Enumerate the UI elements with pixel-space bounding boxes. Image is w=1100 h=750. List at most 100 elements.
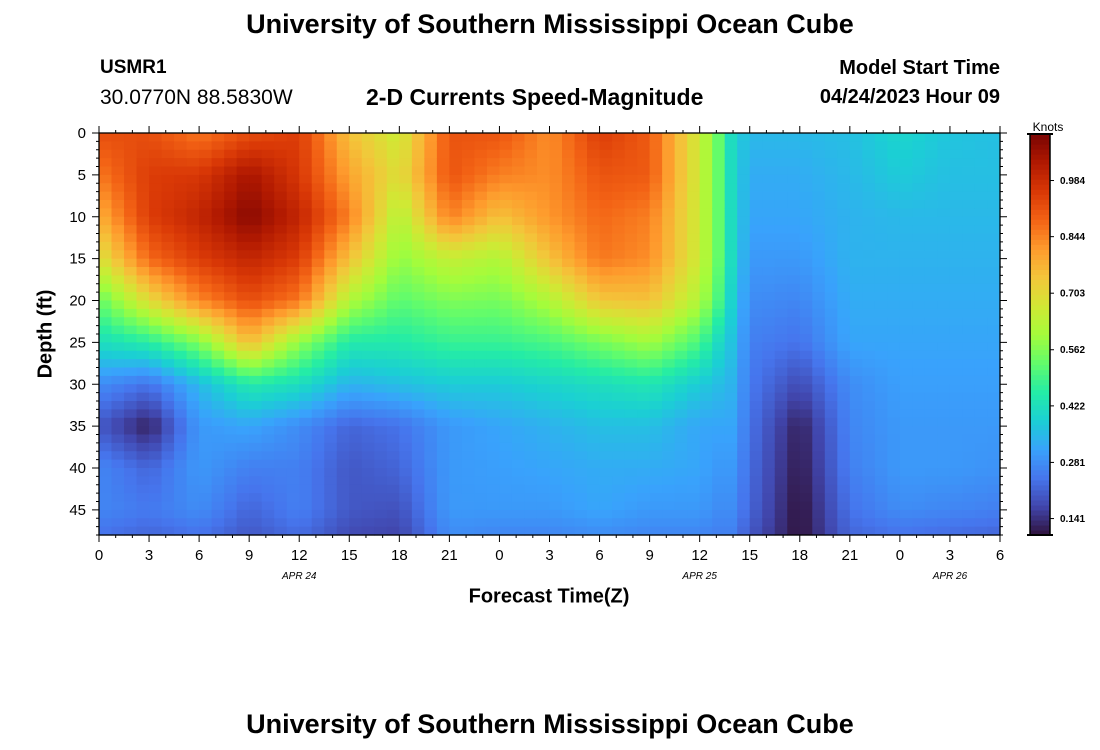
heatmap-cell [737, 258, 751, 268]
heatmap-cell [536, 518, 551, 528]
heatmap-cell [599, 518, 613, 528]
heatmap-cell [374, 216, 388, 226]
heatmap-cell [574, 501, 588, 511]
heatmap-cell [486, 191, 501, 201]
heatmap-cell [274, 200, 288, 209]
heatmap-cell [399, 501, 413, 511]
heatmap-cell [311, 183, 325, 193]
heatmap-cell [749, 459, 763, 469]
colorbar-swatch [1030, 519, 1050, 526]
heatmap-cell [887, 392, 901, 402]
heatmap-cell [587, 300, 601, 310]
heatmap-cell [662, 275, 676, 285]
colorbar-swatch [1030, 514, 1050, 521]
heatmap-cell [974, 292, 989, 302]
heatmap-cell [536, 233, 551, 243]
heatmap-cell [662, 216, 676, 226]
heatmap-cell [449, 434, 463, 444]
heatmap-cell [424, 225, 438, 235]
heatmap-cell [486, 417, 501, 427]
heatmap-cell [849, 208, 863, 218]
heatmap-cell [461, 359, 476, 369]
heatmap-cell [649, 375, 663, 385]
heatmap-cell [887, 216, 901, 226]
heatmap-cell [99, 342, 113, 352]
heatmap-cell [612, 484, 626, 494]
heatmap-cell [199, 258, 213, 268]
heatmap-cell [374, 183, 388, 193]
heatmap-cell [299, 267, 313, 276]
heatmap-cell [899, 417, 913, 427]
heatmap-cell [687, 133, 701, 142]
heatmap-cell [136, 174, 150, 184]
heatmap-cell [261, 442, 275, 452]
y-tick-label: 20 [69, 293, 86, 310]
heatmap-cell [587, 191, 601, 201]
heatmap-cell [99, 174, 113, 184]
heatmap-cell [924, 200, 939, 209]
heatmap-cell [737, 359, 751, 369]
heatmap-cell [924, 342, 939, 352]
heatmap-cell [887, 484, 901, 494]
heatmap-cell [299, 191, 313, 201]
heatmap-cell [824, 359, 838, 369]
heatmap-cell [249, 183, 263, 193]
heatmap-cell [124, 484, 138, 494]
heatmap-cell [849, 174, 863, 184]
heatmap-cell [837, 451, 851, 461]
heatmap-cell [324, 275, 338, 285]
heatmap-cell [862, 133, 876, 142]
heatmap-cell [837, 409, 851, 419]
heatmap-cell [224, 434, 238, 444]
heatmap-cell [161, 442, 175, 452]
heatmap-cell [924, 509, 939, 519]
heatmap-cell [862, 158, 876, 168]
heatmap-cell [812, 359, 826, 369]
heatmap-cell [912, 367, 926, 377]
heatmap-cell [424, 174, 438, 184]
heatmap-cell [737, 451, 751, 461]
heatmap-cell [599, 442, 613, 452]
heatmap-cell [311, 166, 325, 176]
heatmap-cell [236, 258, 250, 268]
heatmap-cell [562, 501, 576, 511]
heatmap-cell [912, 133, 926, 142]
heatmap-cell [436, 434, 450, 444]
heatmap-cell [161, 208, 175, 218]
heatmap-cell [862, 442, 876, 452]
heatmap-cell [449, 359, 463, 369]
heatmap-cell [361, 308, 375, 318]
heatmap-cell [411, 317, 425, 327]
heatmap-cell [211, 149, 225, 159]
heatmap-cell [449, 501, 463, 511]
heatmap-cell [724, 225, 738, 235]
heatmap-cell [562, 225, 576, 235]
heatmap-cell [849, 375, 863, 385]
heatmap-cell [949, 216, 964, 226]
heatmap-cell [286, 149, 300, 159]
heatmap-cell [311, 317, 325, 327]
colorbar-swatch [1030, 234, 1050, 240]
heatmap-cell [687, 158, 701, 168]
heatmap-cell [111, 208, 125, 218]
heatmap-cell [712, 342, 726, 352]
heatmap-cell [937, 267, 951, 276]
heatmap-cell [874, 518, 888, 528]
heatmap-cell [549, 367, 563, 377]
heatmap-cell [724, 317, 738, 327]
heatmap-cell [624, 451, 638, 461]
heatmap-cell [612, 342, 626, 352]
heatmap-cell [174, 334, 188, 343]
heatmap-cell [111, 200, 125, 209]
heatmap-cell [449, 208, 463, 218]
heatmap-cell [949, 359, 964, 369]
heatmap-cell [662, 250, 676, 260]
heatmap-cell [774, 200, 788, 209]
heatmap-cell [211, 493, 225, 503]
heatmap-cell [712, 166, 726, 176]
heatmap-cell [899, 426, 913, 436]
heatmap-cell [174, 166, 188, 176]
heatmap-cell [299, 350, 313, 360]
heatmap-cell [762, 493, 776, 503]
heatmap-cell [349, 183, 363, 193]
